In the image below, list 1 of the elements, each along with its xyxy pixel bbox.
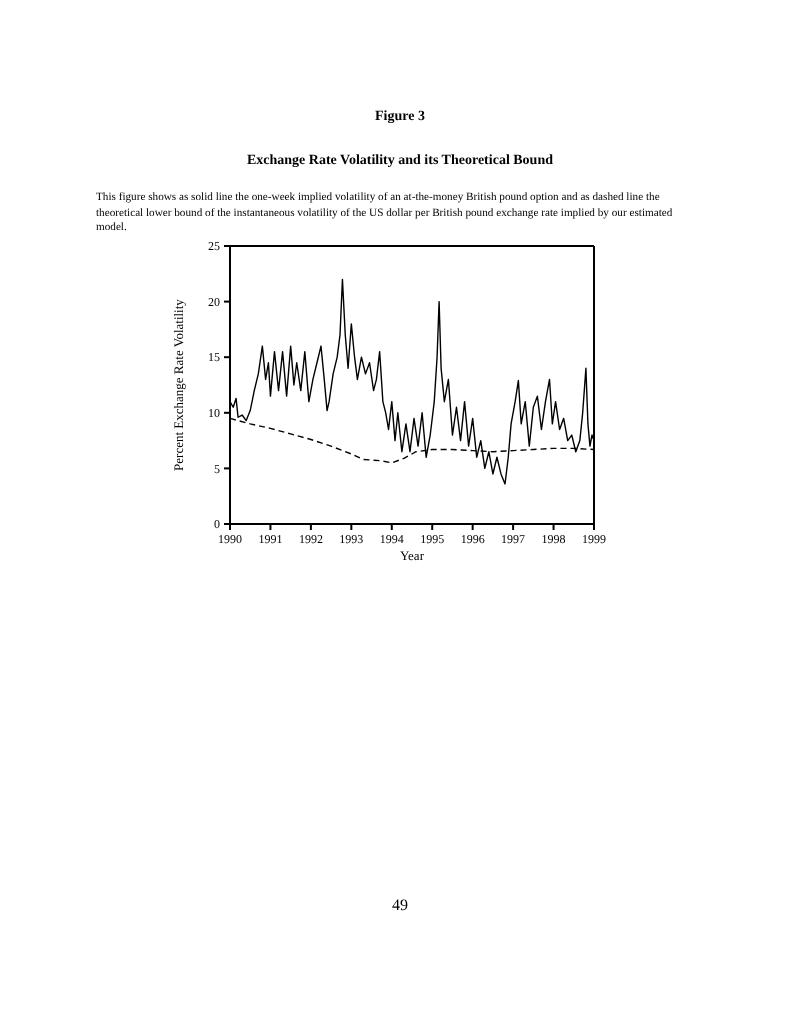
text: 49 [390, 896, 410, 914]
